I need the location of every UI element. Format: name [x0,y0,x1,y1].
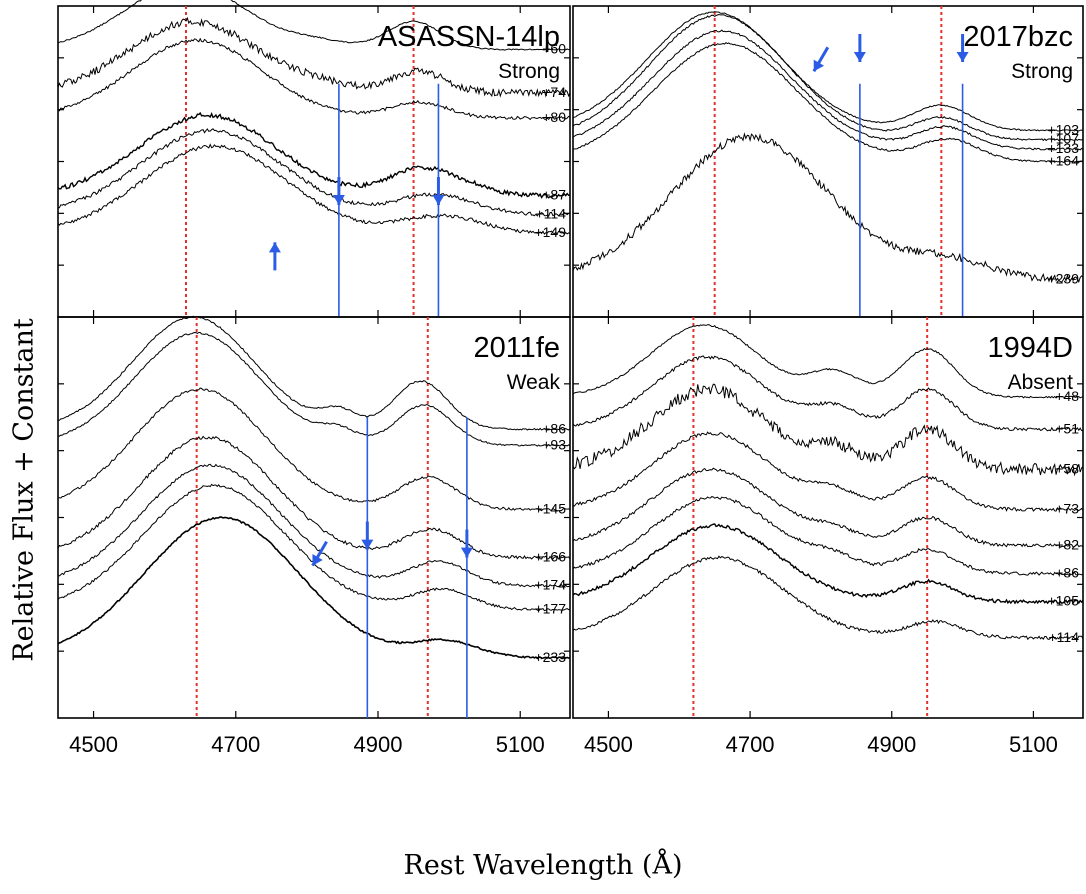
phase-label: +164 [1047,153,1079,169]
phase-label: +114 [1049,629,1080,645]
phase-label: +105 [1047,593,1079,609]
spectrum-line [57,435,571,560]
panel-2017bzc: +103+107+133+164 +239 2017bzc Strong [572,5,1084,318]
phase-label: +58 [1055,460,1079,476]
spectrum-line [572,11,1084,132]
x-axis-label: Rest Wavelength (Å) [403,850,683,881]
arrow-icon [332,195,345,206]
x-tick-label: 5100 [1009,732,1058,757]
panel-category: Weak [507,371,561,394]
arrow-icon [268,242,281,253]
panel-frame [572,316,1084,719]
panel-1994d: 4500 4700 4900 5100 +48 +51 +58 +73 +82 +86 +105 +1… [572,316,1084,757]
phase-label: +93 [542,436,566,452]
panel-category: Strong [1011,60,1073,83]
spectrum-line [572,29,1084,151]
phase-label: +73 [1055,500,1079,516]
phase-label: +51 [1055,420,1079,436]
spectrum-line [58,315,571,431]
phase-label: +86 [542,420,566,436]
spectrum-line [572,431,1084,512]
phase-label: +166 [534,549,566,565]
spectrum-line [57,37,571,121]
phase-label: +114 [536,205,567,221]
arrow-icon [312,553,323,566]
phase-label: +177 [534,601,566,617]
spectrum-line [57,0,571,51]
panel-2011fe: 4500 4700 4900 5100 +86+93 +145 +166 +174 +177 +2… [57,315,571,757]
phase-label: +107 [1047,131,1079,147]
spectrum-line [57,143,571,236]
panel-category: Absent [1008,371,1074,394]
phase-label: +103 [1047,121,1079,137]
phase-label: +133 [1047,140,1079,156]
x-tick-label: 4900 [867,732,916,757]
phase-label: +86 [1055,565,1079,581]
arrow-icon [361,539,374,550]
panel-title: ASASSN-14lp [378,21,560,53]
spectrum-line [572,13,1084,142]
phase-label: +145 [534,500,566,516]
phase-label: +233 [534,649,566,665]
panel-title: 2017bzc [963,21,1073,53]
spectrum-line [57,331,571,447]
spectrum-line [572,496,1084,576]
phase-label: +239 [1047,271,1079,287]
phase-label: +60 [542,41,566,57]
spectrum-line [572,555,1084,641]
x-tick-label: 4900 [354,732,403,757]
spectrum-line [572,324,1084,399]
spectrum-line [572,355,1084,432]
spectrum-line [57,516,571,660]
spectrum-line [57,16,571,98]
phase-label: +149 [534,224,566,240]
spectrum-line [572,467,1084,548]
arrow-icon [460,547,473,558]
panel-category: Strong [498,60,560,83]
spectrum-line [572,523,1084,605]
panel-title: 2011fe [473,332,560,364]
spectrum-line [57,111,571,199]
arrow-icon [813,59,825,72]
spectrum-line [58,128,571,217]
phase-label: +82 [1055,537,1079,553]
arrow-icon [432,195,445,206]
phase-label: +80 [542,109,566,125]
spectrum-line [57,483,571,612]
panel-asassn-14lp: +60 +74 +80 +87 +114 +149 ASASSN-14lp Strong [57,0,571,318]
x-tick-label: 4700 [726,732,775,757]
phase-label: +48 [1055,388,1079,404]
spectrum-line [572,383,1084,477]
spectrum-line [58,463,571,588]
x-tick-label: 4700 [211,732,260,757]
panel-title: 1994D [988,332,1073,364]
spectrum-line [572,132,1084,284]
x-tick-label: 5100 [496,732,545,757]
phase-label: +87 [542,187,566,203]
arrow-icon [956,51,969,62]
x-tick-label: 4500 [584,732,633,757]
phase-label: +174 [534,577,566,593]
phase-label: +74 [542,84,566,100]
y-axis-label: Relative Flux + Constant [8,318,40,662]
x-tick-label: 4500 [69,732,118,757]
arrow-icon [853,51,866,62]
spectrum-line [57,387,571,512]
spectrum-line [573,41,1084,163]
